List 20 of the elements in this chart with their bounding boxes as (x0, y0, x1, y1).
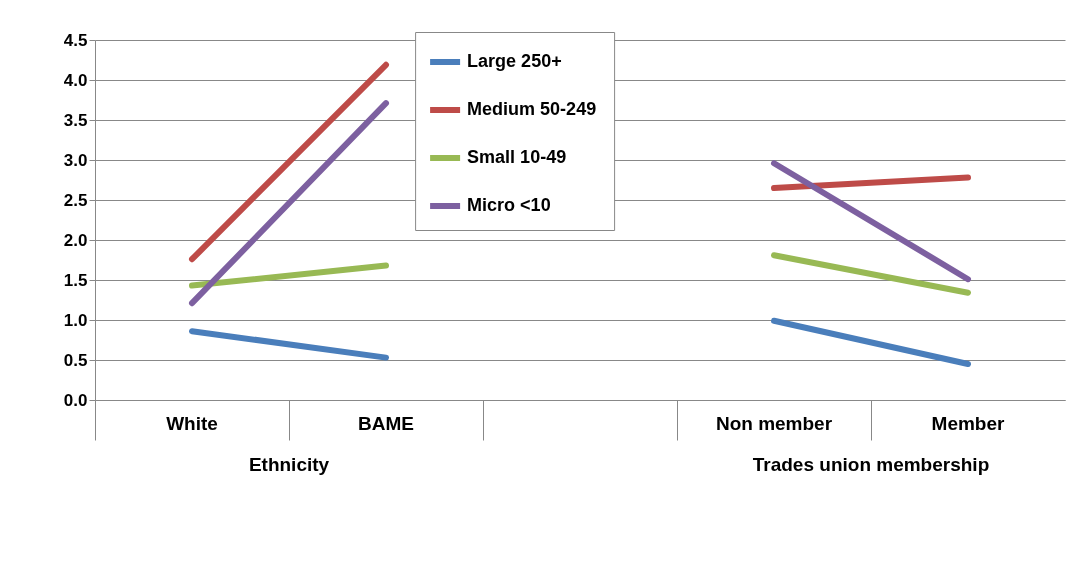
y-tick-label: 0.0 (63, 390, 88, 410)
text: Ethnicity (248, 454, 330, 475)
y-tick-label: 2.0 (63, 230, 88, 250)
y-tick-label: 3.0 (63, 150, 88, 170)
y-tick-label: 1.5 (63, 270, 88, 290)
y-tick-label: 4.0 (63, 70, 88, 90)
legend-label: Large 250+ (467, 51, 562, 71)
x-tick-label: Member (931, 412, 1006, 434)
y-tick-label: 0.5 (63, 350, 88, 370)
y-tick-label: 2.5 (63, 190, 88, 210)
y-tick-label: 1.0 (63, 310, 88, 330)
legend-label: Small 10-49 (467, 147, 567, 167)
legend-label: Medium 50-249 (467, 99, 597, 119)
x-tick-label: BAME (358, 412, 414, 434)
x-tick-label: Non member (715, 412, 833, 434)
y-tick-label: 4.5 (63, 30, 88, 50)
legend-label: Micro <10 (467, 195, 551, 215)
text: Trades union membership (752, 454, 990, 475)
x-tick-label: White (166, 412, 218, 434)
y-tick-label: 3.5 (63, 110, 88, 130)
